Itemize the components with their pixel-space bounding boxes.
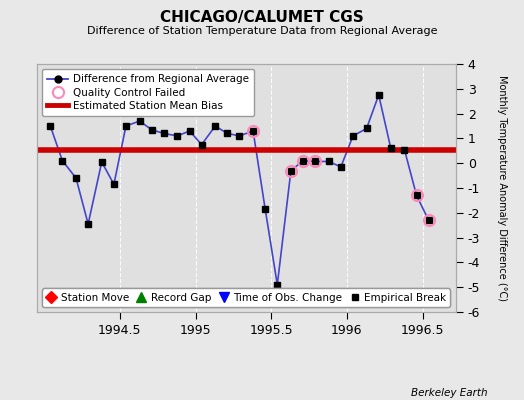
Text: Berkeley Earth: Berkeley Earth: [411, 388, 487, 398]
Legend: Station Move, Record Gap, Time of Obs. Change, Empirical Break: Station Move, Record Gap, Time of Obs. C…: [42, 288, 450, 307]
Text: Difference of Station Temperature Data from Regional Average: Difference of Station Temperature Data f…: [87, 26, 437, 36]
Y-axis label: Monthly Temperature Anomaly Difference (°C): Monthly Temperature Anomaly Difference (…: [497, 75, 507, 301]
Text: CHICAGO/CALUMET CGS: CHICAGO/CALUMET CGS: [160, 10, 364, 25]
